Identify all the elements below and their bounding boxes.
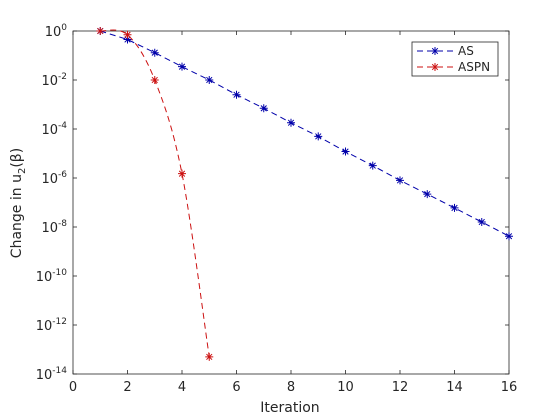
y-axis-label: Change in u2(β) (9, 148, 28, 258)
y-tick-label: 10-2 (41, 72, 67, 89)
y-tick-label: 100 (45, 23, 68, 40)
x-axis: 0 2 4 6 8 10 12 14 16 (69, 31, 517, 395)
data-point-marker (423, 190, 432, 199)
data-point-marker (368, 161, 377, 170)
data-point-marker (259, 104, 268, 113)
data-point-marker (205, 76, 214, 84)
x-tick-label: 0 (69, 380, 77, 395)
y-tick-label: 10-14 (36, 366, 68, 383)
y-tick-label: 10-4 (41, 121, 67, 138)
data-point-marker (205, 352, 214, 361)
data-point-marker (178, 62, 186, 71)
data-point-marker (150, 48, 159, 57)
legend-label: AS (458, 44, 474, 58)
series-line (100, 30, 510, 237)
x-axis-label: Iteration (260, 400, 319, 416)
data-point-marker (431, 47, 439, 55)
data-point-marker (341, 147, 350, 156)
series-layer (96, 27, 513, 361)
x-tick-label: 10 (337, 380, 354, 395)
x-tick-label: 2 (123, 380, 131, 395)
y-tick-label: 10-12 (36, 317, 67, 334)
legend-label: ASPN (458, 60, 490, 74)
x-tick-label: 16 (501, 380, 518, 395)
x-tick-label: 14 (446, 380, 463, 395)
legend: AS ASPN (411, 41, 499, 77)
data-point-marker (450, 203, 459, 212)
series-line (100, 29, 210, 357)
legend-entry-aspn: ASPN (417, 60, 490, 74)
data-point-marker (150, 76, 159, 84)
data-point-marker (178, 169, 186, 178)
data-point-marker (477, 217, 486, 226)
data-point-marker (314, 132, 323, 141)
y-axis-label-subscript: 2 (17, 168, 28, 174)
data-point-marker (232, 90, 241, 99)
series-aspn (96, 27, 214, 361)
y-tick-label: 10-6 (41, 170, 67, 187)
x-tick-label: 8 (287, 380, 295, 395)
series-as (96, 27, 513, 241)
data-point-marker (123, 30, 132, 39)
data-point-marker (287, 118, 295, 127)
y-axis-label-argument: (β) (9, 148, 25, 168)
data-point-marker (96, 27, 105, 35)
y-axis: 100 10-2 10-4 10-6 10-8 10-10 10-12 10-14 (36, 23, 509, 383)
y-tick-label: 10-10 (36, 268, 68, 285)
legend-entry-as: AS (417, 44, 474, 58)
legend-box (411, 41, 499, 77)
x-tick-label: 6 (232, 380, 240, 395)
data-point-marker (431, 63, 439, 71)
data-point-marker (505, 232, 513, 241)
data-point-marker (123, 35, 132, 44)
y-tick-label: 10-8 (41, 219, 67, 236)
x-tick-label: 4 (178, 380, 186, 395)
data-point-marker (396, 176, 404, 185)
x-tick-label: 12 (392, 380, 409, 395)
y-axis-label-text: Change in u (9, 174, 25, 258)
